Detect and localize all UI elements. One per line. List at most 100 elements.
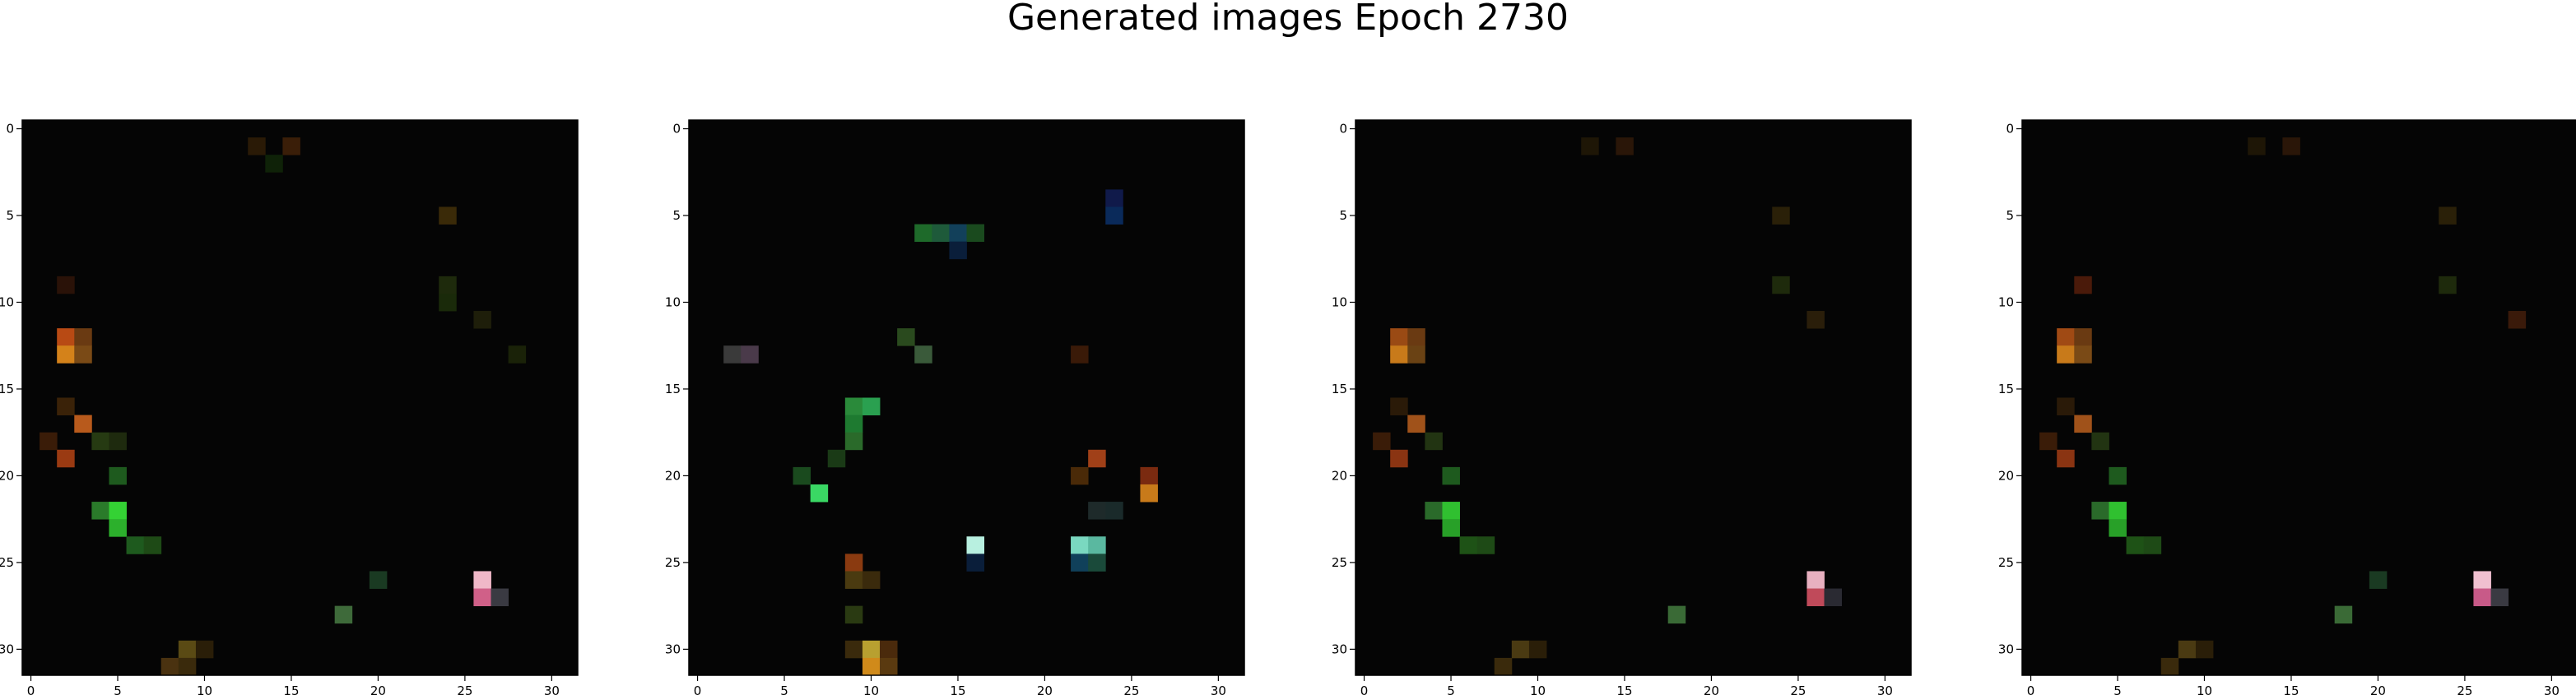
image-pixel <box>160 657 179 676</box>
image-pixel <box>1772 206 1790 225</box>
image-pixel <box>1476 536 1495 554</box>
image-pixel <box>1459 536 1478 554</box>
image-pixel <box>473 311 491 329</box>
image-pixel <box>1088 449 1106 468</box>
x-tick-label: 5 <box>2113 683 2122 695</box>
image-pixel <box>1425 432 1443 451</box>
image-pixel <box>914 224 932 243</box>
y-tick-label: 15 <box>665 382 681 396</box>
image-pixel <box>2126 536 2145 554</box>
image-pixel <box>109 432 127 451</box>
x-tick-label: 20 <box>1704 683 1719 695</box>
image-pixel <box>1105 206 1123 225</box>
image-pixel <box>369 571 388 589</box>
image-pixel <box>1528 640 1547 659</box>
x-tick-label: 20 <box>2370 683 2386 695</box>
image-pixel <box>1088 554 1106 572</box>
image-pixel <box>966 536 984 554</box>
image-pixel <box>1806 588 1825 607</box>
image-pixel <box>932 224 950 243</box>
image-panel: 0 5 10 15 20 25 30 0 5 10 15 20 25 30 <box>1332 119 1912 695</box>
image-pixel <box>2074 415 2092 433</box>
image-pixel <box>74 415 92 433</box>
x-tick-label: 0 <box>27 683 35 695</box>
x-tick-label: 10 <box>197 683 212 695</box>
image-pixel <box>1071 466 1089 485</box>
image-pixel <box>1616 137 1634 155</box>
image-pixel <box>248 137 266 155</box>
image-pixel <box>2074 276 2092 294</box>
x-tick-label: 20 <box>370 683 386 695</box>
y-tick-label: 30 <box>0 642 14 656</box>
image-pixel <box>2334 605 2353 624</box>
image-pixel <box>2039 432 2058 451</box>
image-pixel <box>1667 605 1686 624</box>
image-pixel <box>862 640 881 659</box>
image-pixel <box>949 224 967 243</box>
image-pixel <box>1407 415 1425 433</box>
x-tick-label: 0 <box>2027 683 2035 695</box>
image-pixel <box>126 536 145 554</box>
image-pixel <box>1806 311 1825 329</box>
image-pixel <box>1071 345 1089 364</box>
image-pixel <box>2195 640 2214 659</box>
image-pixel <box>2439 276 2457 294</box>
y-tick-label: 30 <box>665 642 681 656</box>
y-tick-label: 0 <box>672 122 681 137</box>
y-tick-label: 5 <box>6 208 14 223</box>
image-pixel <box>1390 345 1408 364</box>
image-pixel <box>2109 519 2127 537</box>
image-pixel <box>844 605 863 624</box>
image-pixel <box>91 432 109 451</box>
image-pixel <box>793 466 811 485</box>
image-pixel <box>1105 502 1123 520</box>
x-tick-label: 15 <box>1616 683 1632 695</box>
image-pixel <box>2057 397 2075 415</box>
image-pixel <box>2143 536 2162 554</box>
image-pixel <box>473 571 491 589</box>
image-pixel <box>265 155 283 173</box>
image-pixel <box>2508 311 2527 329</box>
y-tick-label: 0 <box>1339 122 1347 137</box>
image-pixel <box>282 137 300 155</box>
y-tick-label: 25 <box>1332 555 1347 570</box>
image-pixel <box>966 224 984 243</box>
image-pixel <box>109 502 127 520</box>
image-pixel <box>810 484 829 503</box>
image-pixel <box>2074 345 2092 364</box>
image-pixel <box>1373 432 1391 451</box>
image-pixel <box>91 502 109 520</box>
image-pixel <box>2057 345 2075 364</box>
image-pixel <box>508 345 527 364</box>
image-pixel <box>2439 206 2457 225</box>
image-pixel <box>1581 137 1599 155</box>
image-pixel <box>1407 345 1425 364</box>
x-tick-label: 0 <box>694 683 702 695</box>
image-pixel <box>109 519 127 537</box>
y-tick-label: 10 <box>0 294 14 309</box>
x-tick-label: 10 <box>2197 683 2212 695</box>
image-pixel <box>1442 519 1460 537</box>
x-tick-label: 30 <box>544 683 560 695</box>
image-pixel <box>966 554 984 572</box>
figure-title: Generated images Epoch 2730 <box>1007 0 1569 39</box>
x-tick-label: 15 <box>950 683 965 695</box>
image-pixel <box>2473 571 2491 589</box>
image-pixel <box>473 588 491 607</box>
image-pixel <box>1772 276 1790 294</box>
image-pixel <box>143 536 162 554</box>
image-pixel <box>2248 137 2266 155</box>
image-pixel <box>844 397 863 415</box>
image-pixel <box>2490 588 2509 607</box>
image-pixel <box>2178 640 2197 659</box>
y-tick-label: 0 <box>2006 122 2014 137</box>
image-pixel <box>1390 397 1408 415</box>
image-pixel <box>2091 502 2109 520</box>
image-pixel <box>1071 554 1089 572</box>
image-pixel <box>178 640 197 659</box>
image-pixel <box>74 345 92 364</box>
x-tick-label: 30 <box>2544 683 2560 695</box>
x-tick-label: 30 <box>1211 683 1226 695</box>
y-tick-label: 15 <box>1332 382 1347 396</box>
